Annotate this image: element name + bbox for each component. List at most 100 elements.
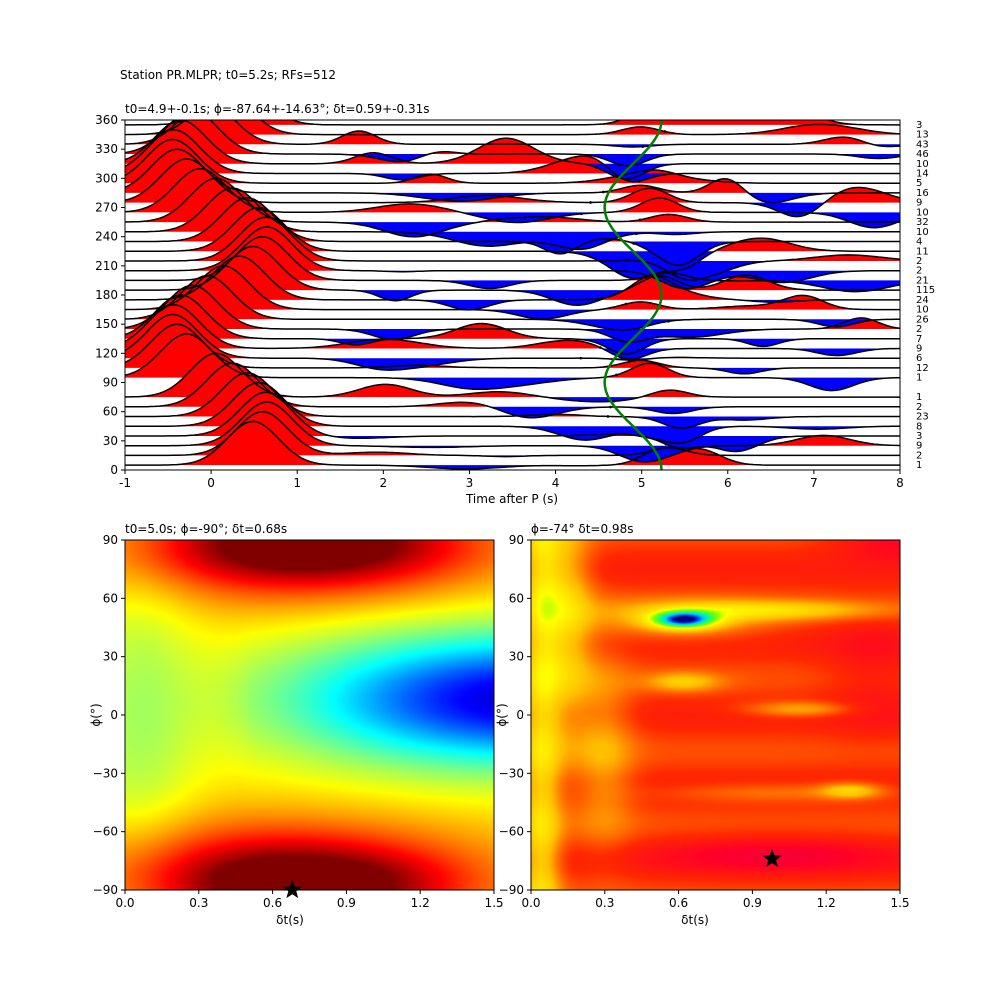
y-tick-label: 330 — [95, 142, 118, 156]
trace-marker — [644, 338, 647, 342]
right-heatmap — [531, 540, 900, 890]
trace-line — [125, 410, 900, 458]
y-tick-label: −60 — [93, 825, 118, 839]
trace-marker — [615, 373, 618, 377]
trace-positive-fill — [125, 158, 900, 203]
x-tick-label: 5 — [638, 476, 646, 490]
bin-count: 4 — [916, 237, 922, 248]
trace-marker — [624, 302, 628, 306]
left-best-star — [282, 880, 302, 899]
trace-line — [125, 120, 900, 148]
trace-line — [125, 120, 900, 136]
trace-marker — [634, 232, 638, 236]
trace-negative-fill — [125, 309, 900, 319]
y-tick-label: 240 — [95, 230, 118, 244]
left-panel-title: t0=5.0s; ϕ=-90°; δt=0.68s — [125, 522, 287, 536]
trace-negative-fill — [125, 348, 900, 360]
trace-marker — [620, 352, 624, 355]
trace-positive-fill — [125, 139, 900, 184]
trace-marker — [637, 179, 641, 183]
x-tick-label: 4 — [552, 476, 560, 490]
figure-suptitle: Station PR.MLPR; t0=5.2s; RFs=512 — [120, 68, 336, 82]
trace-negative-fill — [125, 260, 900, 281]
bin-count: 46 — [916, 149, 929, 160]
trace-positive-fill — [125, 265, 900, 310]
trace-marker — [684, 287, 687, 291]
trace-marker — [635, 457, 639, 460]
trace-line — [125, 255, 900, 311]
left-x-label: δt(s) — [276, 913, 304, 927]
x-tick-label: 1.2 — [817, 896, 836, 910]
bin-count: 2 — [916, 324, 922, 335]
y-tick-label: 60 — [509, 591, 524, 605]
x-tick-label: 0.6 — [263, 896, 282, 910]
trace-line — [125, 352, 900, 403]
trace-line — [125, 313, 900, 371]
y-tick-label: 150 — [95, 317, 118, 331]
trace-line — [125, 372, 900, 430]
bin-count: 1 — [916, 373, 922, 384]
trace-marker — [625, 259, 629, 262]
trace-positive-fill — [125, 120, 900, 164]
bin-count: 10 — [916, 305, 929, 316]
left-heatmap — [125, 540, 494, 890]
y-tick-label: 30 — [509, 650, 524, 664]
trace-marker — [601, 190, 605, 194]
receiver-function-panel: t0=4.9+-0.1s; ϕ=-87.64+-14.63°; δt=0.59+… — [95, 102, 935, 506]
x-tick-label: 7 — [810, 476, 818, 490]
x-tick-label: 8 — [896, 476, 904, 490]
trace-negative-fill — [125, 435, 900, 452]
bin-count: 1 — [916, 460, 922, 471]
trace-marker — [629, 276, 633, 280]
y-tick-label: −30 — [499, 766, 524, 780]
trace-positive-fill — [125, 363, 900, 407]
trace-marker — [589, 201, 592, 204]
bin-count: 2 — [916, 256, 922, 267]
trace-negative-fill — [125, 319, 900, 331]
y-tick-label: 120 — [95, 346, 118, 360]
trace-marker — [612, 399, 616, 403]
trace-line — [125, 284, 900, 343]
trace-marker — [683, 113, 686, 116]
y-tick-label: −90 — [499, 883, 524, 897]
y-tick-label: 90 — [103, 376, 118, 390]
trace-positive-fill — [125, 149, 900, 193]
trace-marker — [606, 415, 610, 418]
trace-marker — [609, 405, 612, 409]
x-tick-label: 0.0 — [115, 896, 134, 910]
trace-marker — [661, 274, 664, 278]
trace-line — [125, 129, 900, 183]
trace-positive-fill — [125, 178, 900, 223]
bin-count: 32 — [916, 217, 929, 228]
y-tick-label: 30 — [103, 434, 118, 448]
bin-count: 9 — [916, 343, 922, 354]
x-tick-label: 0.9 — [743, 896, 762, 910]
trace-line — [125, 138, 900, 184]
trace-lines — [125, 120, 900, 470]
trace-marker — [618, 163, 621, 166]
trace-line — [125, 304, 900, 360]
bin-count: 43 — [916, 139, 929, 150]
trace-line — [125, 158, 900, 218]
y-tick-label: 60 — [103, 591, 118, 605]
trace-line — [125, 167, 900, 229]
right-panel-title: ϕ=-74° δt=0.98s — [531, 522, 633, 536]
trace-line — [125, 323, 900, 375]
trace-line — [125, 148, 900, 204]
y-tick-label: 360 — [95, 113, 118, 127]
y-tick-label: 0 — [110, 463, 118, 477]
x-tick-label: 3 — [466, 476, 474, 490]
y-tick-label: 90 — [509, 533, 524, 547]
x-tick-label: 1 — [293, 476, 301, 490]
bin-count: 7 — [916, 334, 922, 345]
left-y-ticks: −90 −60 −30 0 30 60 90 — [93, 533, 125, 897]
y-tick-label: 270 — [95, 201, 118, 215]
y-tick-label: 60 — [103, 405, 118, 419]
bin-count: 9 — [916, 198, 922, 209]
bin-count-labels: 1293823211126972261024115212211410321091… — [916, 120, 935, 471]
trace-negative-fill — [125, 329, 900, 343]
top-panel-title: t0=4.9+-0.1s; ϕ=-87.64+-14.63°; δt=0.59+… — [125, 102, 429, 116]
bin-count: 10 — [916, 227, 929, 238]
trace-line — [125, 391, 900, 453]
